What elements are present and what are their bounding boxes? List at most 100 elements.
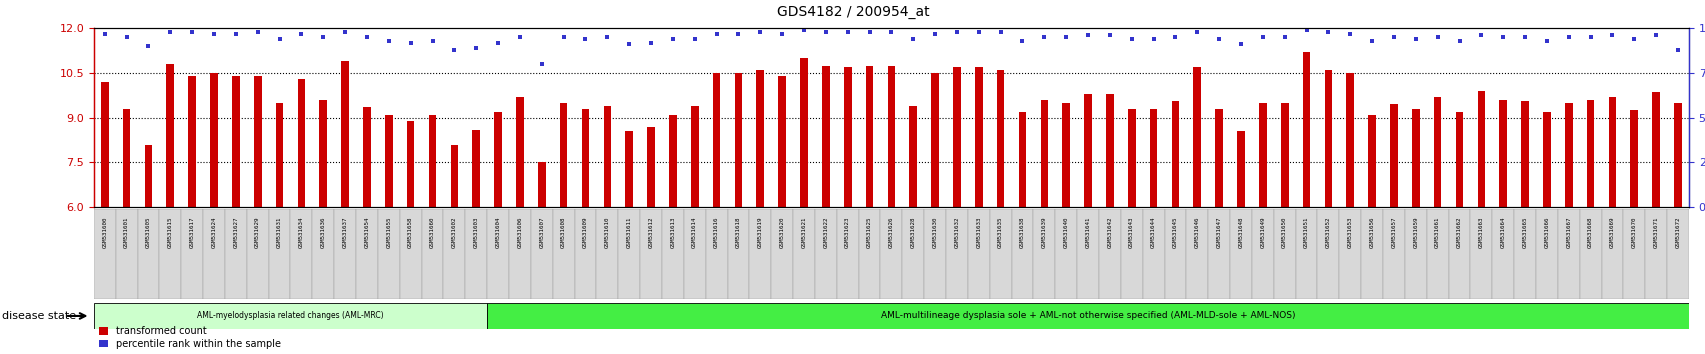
Bar [626,131,633,207]
Point [222,31,249,36]
Point [288,31,315,36]
Bar [835,209,858,299]
Bar [247,209,268,299]
Bar [1149,109,1156,207]
Bar [1448,209,1470,299]
Bar [1062,103,1069,207]
Text: GSM531642: GSM531642 [1107,216,1112,247]
Bar [617,209,639,299]
Bar [646,127,655,207]
Point [1575,34,1603,40]
Point [462,45,489,51]
Bar [1185,209,1207,299]
Bar [508,209,530,299]
Bar [924,209,946,299]
Bar [1214,109,1222,207]
Text: GSM531652: GSM531652 [1325,216,1330,247]
Bar [974,67,982,207]
Bar [116,209,138,299]
Point [1511,34,1538,40]
Bar [488,303,1688,329]
Point [702,31,730,36]
Bar [691,106,697,207]
Bar [1383,209,1403,299]
Text: GSM531648: GSM531648 [1238,216,1243,247]
Bar [356,209,379,299]
Bar [1207,209,1229,299]
Bar [297,79,305,207]
Text: GSM531613: GSM531613 [670,216,675,247]
Point [353,34,380,40]
Text: GSM531617: GSM531617 [189,216,194,247]
Text: GSM531628: GSM531628 [910,216,916,247]
Bar [967,209,989,299]
Point [549,34,576,40]
Bar [1229,209,1251,299]
Text: disease state: disease state [2,311,75,321]
Point [789,27,817,33]
Bar [1345,73,1354,207]
Text: GSM531611: GSM531611 [626,216,631,247]
Bar [864,65,873,207]
Text: GSM531606: GSM531606 [517,216,522,247]
Point [1642,33,1669,38]
Bar [1076,209,1098,299]
Bar [713,73,720,207]
Bar [1534,209,1557,299]
Bar [276,103,283,207]
Bar [1601,209,1623,299]
Bar [254,76,261,207]
Text: AML-myelodysplasia related changes (AML-MRC): AML-myelodysplasia related changes (AML-… [198,312,384,320]
Text: GSM531662: GSM531662 [1456,216,1461,247]
Text: GSM531637: GSM531637 [343,216,348,247]
Bar [1194,67,1200,207]
Point [1357,38,1384,44]
Bar [334,209,356,299]
Point [1555,34,1582,40]
Text: GSM531669: GSM531669 [1610,216,1615,247]
Text: GSM531600: GSM531600 [102,216,107,247]
Bar [1514,209,1534,299]
Bar [639,209,662,299]
Point [1226,41,1253,47]
Point [90,31,118,36]
Text: GSM531636: GSM531636 [321,216,326,247]
Bar [385,115,392,207]
Text: GSM531657: GSM531657 [1391,216,1396,247]
Text: GSM531638: GSM531638 [1020,216,1025,247]
Bar [319,100,327,207]
Bar [537,162,546,207]
Point [1052,34,1079,40]
Point [1402,36,1429,42]
Bar [1425,209,1448,299]
Bar [1294,209,1316,299]
Bar [771,209,793,299]
Bar [1338,209,1361,299]
Bar [559,103,568,207]
Text: GSM531610: GSM531610 [605,216,609,247]
Bar [406,121,414,207]
Bar [953,67,960,207]
Bar [1316,209,1338,299]
Point [1446,38,1473,44]
Bar [138,209,159,299]
Text: GSM531646: GSM531646 [1194,216,1199,247]
Bar [1432,97,1441,207]
Bar [210,73,218,207]
Bar [748,209,771,299]
Point [987,29,1014,35]
Point [1335,31,1362,36]
Bar [1127,109,1136,207]
Bar [1084,94,1091,207]
Point [943,29,970,35]
Bar [1470,209,1492,299]
Point [484,40,512,45]
Bar [581,109,588,207]
Text: GSM531602: GSM531602 [452,216,457,247]
Bar [1586,100,1594,207]
Text: GSM531656: GSM531656 [1369,216,1374,247]
Point [767,31,795,36]
Text: GSM531605: GSM531605 [147,216,150,247]
Text: GSM531624: GSM531624 [211,216,217,247]
Bar [996,70,1004,207]
